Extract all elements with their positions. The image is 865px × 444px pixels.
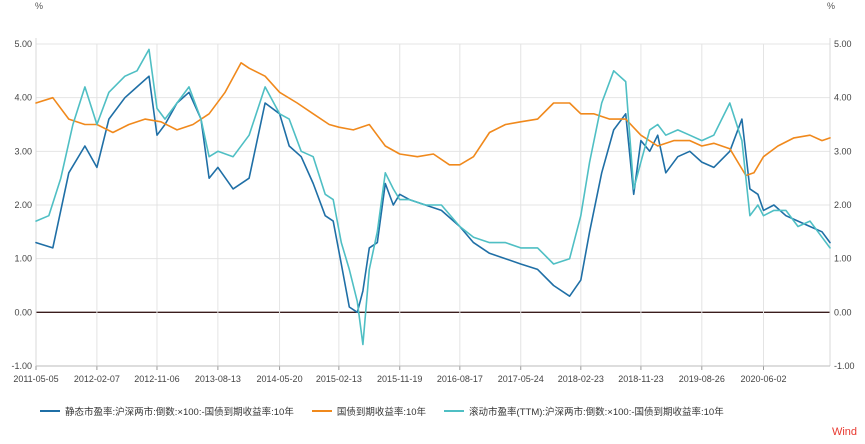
y-tick-label-right: 2.00	[834, 200, 852, 210]
y-tick-label-right: 4.00	[834, 93, 852, 103]
y-tick-label-left: 4.00	[14, 93, 32, 103]
legend-item-ttm-pe[interactable]: 滚动市盈率(TTM):沪深两市:倒数:×100:-国债到期收益率:10年	[444, 404, 724, 418]
y-tick-label-left: 5.00	[14, 39, 32, 49]
legend-swatch-static-pe	[40, 410, 60, 412]
x-tick-label: 2018-11-23	[618, 374, 663, 384]
legend: 静态市盈率:沪深两市:倒数:×100:-国债到期收益率:10年 国债到期收益率:…	[40, 404, 724, 418]
x-tick-label: 2016-08-17	[437, 374, 483, 384]
y-tick-label-right: 1.00	[834, 254, 852, 264]
legend-swatch-bond-yield	[311, 410, 332, 412]
legend-label-bond-yield: 国债到期收益率:10年	[336, 407, 427, 418]
x-tick-label: 2015-02-13	[316, 374, 362, 384]
x-tick-label: 2012-02-07	[74, 374, 120, 384]
y-tick-label-right: 5.00	[834, 39, 852, 49]
y-tick-label-left: 3.00	[14, 146, 32, 156]
y-tick-label-right: 0.00	[834, 307, 852, 317]
series-line-bond-yield	[35, 61, 831, 177]
legend-item-bond-yield[interactable]: 国债到期收益率:10年	[311, 404, 427, 418]
legend-label-static-pe: 静态市盈率:沪深两市:倒数:×100:-国债到期收益率:10年	[65, 407, 294, 418]
legend-item-static-pe[interactable]: 静态市盈率:沪深两市:倒数:×100:-国债到期收益率:10年	[40, 404, 294, 418]
right-axis-unit: %	[827, 1, 835, 11]
x-tick-label: 2014-05-20	[257, 374, 303, 384]
right-y-tick-labels: 5.00 4.00 3.00 2.00 1.00 0.00 -1.00	[834, 39, 855, 371]
legend-label-ttm-pe: 滚动市盈率(TTM):沪深两市:倒数:×100:-国债到期收益率:10年	[469, 407, 724, 418]
x-tick-label: 2013-08-13	[195, 374, 241, 384]
series-line-ttm-pe	[35, 48, 831, 346]
series-line-static-pe	[35, 75, 831, 314]
y-tick-label-right: -1.00	[834, 361, 855, 371]
y-tick-label-left: 2.00	[14, 200, 32, 210]
x-tick-label: 2020-06-02	[740, 374, 786, 384]
y-tick-label-left: 1.00	[14, 254, 32, 264]
y-tick-label-left: -1.00	[11, 361, 32, 371]
x-tick-label: 2011-05-05	[13, 374, 58, 384]
y-tick-label-left: 0.00	[14, 307, 32, 317]
series-lines	[35, 48, 831, 346]
left-y-tick-labels: 5.00 4.00 3.00 2.00 1.00 0.00 -1.00	[11, 39, 32, 371]
x-tick-label: 2017-05-24	[498, 374, 544, 384]
x-tick-label: 2015-11-19	[377, 374, 422, 384]
legend-swatch-ttm-pe	[444, 410, 465, 412]
grid-lines	[35, 38, 831, 370]
x-tick-label: 2018-02-23	[558, 374, 604, 384]
x-tick-labels: 2011-05-05 2012-02-07 2012-11-06 2013-08-13…	[13, 374, 786, 384]
chart-canvas: % % 5.00 4.00 3.00 2.00 1.00 0.00 -1.00 5.00 4.…	[11, 1, 855, 384]
wind-logo: Wind	[831, 426, 857, 438]
x-tick-label: 2019-08-26	[679, 374, 725, 384]
x-tick-label: 2012-11-06	[134, 374, 179, 384]
y-tick-label-right: 3.00	[834, 146, 852, 156]
left-axis-unit: %	[35, 1, 43, 11]
